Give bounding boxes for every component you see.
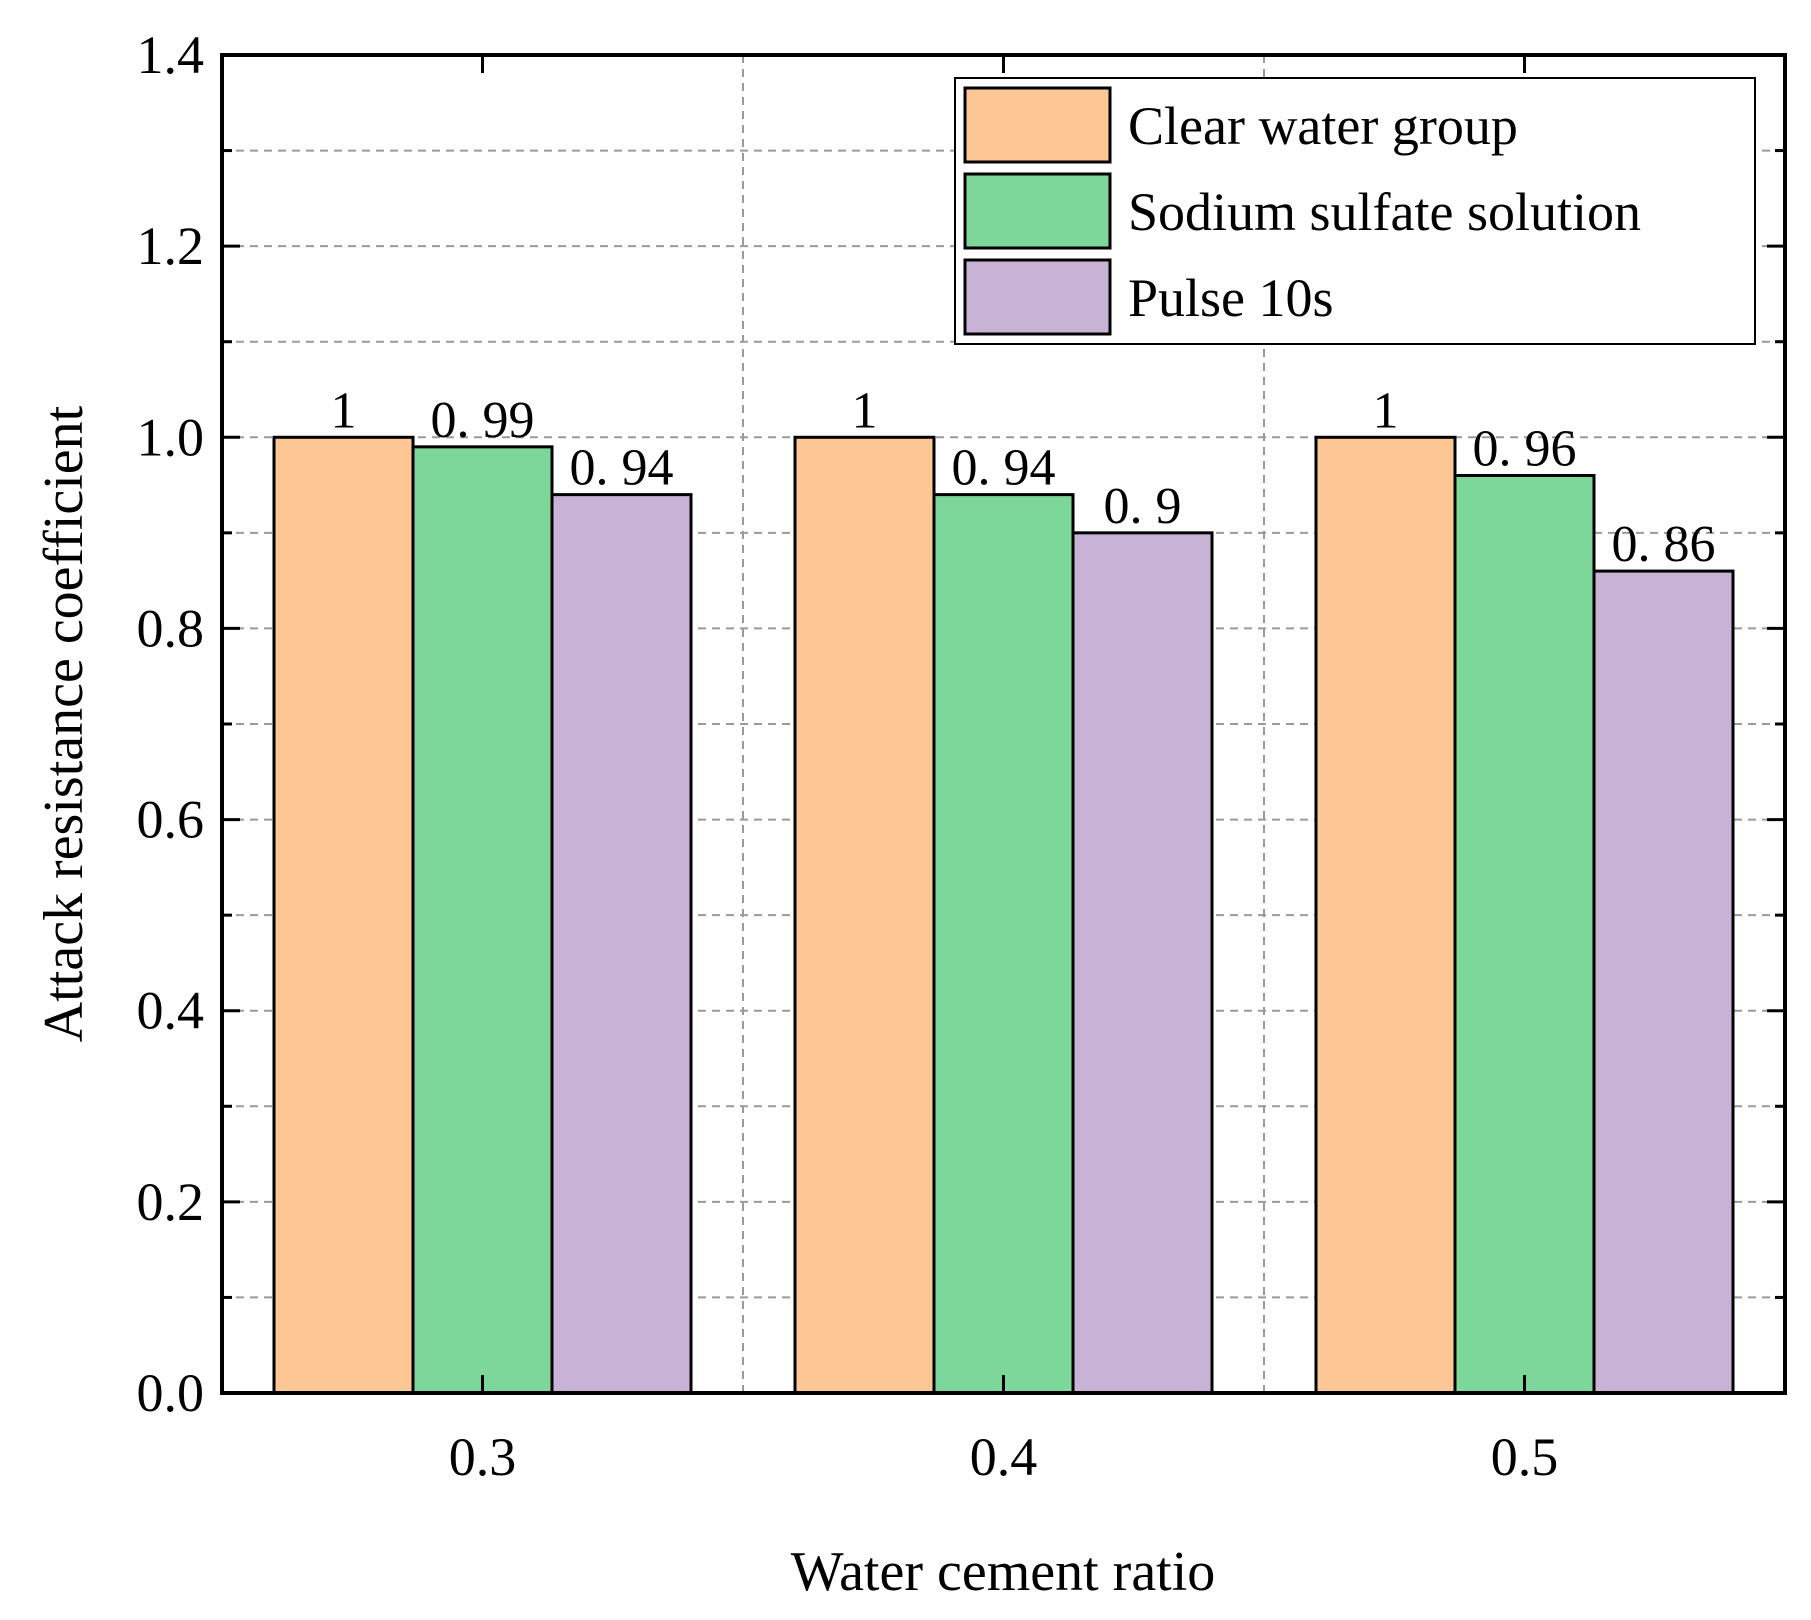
y-tick-label: 0.0	[137, 1363, 205, 1423]
y-axis-title: Attack resistance coefficient	[33, 405, 95, 1042]
axis-ticks: 0.0 0.2 0.4 0.6 0.8 1.0 1.2 1.4 0.3 0.4 0.5	[137, 25, 1785, 1487]
legend-label: Sodium sulfate solution	[1128, 182, 1641, 242]
x-tick-label: 0.3	[449, 1427, 517, 1487]
bar-sodium-sulfate-solution	[411, 445, 554, 1395]
data-label: 0. 96	[1473, 421, 1577, 478]
legend-label: Pulse 10s	[1128, 268, 1334, 328]
data-label: 0. 86	[1612, 516, 1716, 573]
bar-pulse-10s	[550, 493, 693, 1395]
data-labels: 1 0. 99 0. 94 1 0. 94 0. 9 1 0. 96 0. 86	[331, 382, 1716, 573]
y-tick-label: 0.4	[137, 981, 205, 1041]
y-tick-label: 0.8	[137, 598, 205, 658]
bar-clear-water-group	[1314, 435, 1457, 1395]
bar-clear-water-group	[272, 435, 415, 1395]
data-label: 1	[331, 382, 357, 439]
y-tick-label: 0.2	[137, 1172, 205, 1232]
y-tick-label: 1.4	[137, 25, 205, 85]
data-label: 1	[1373, 382, 1399, 439]
bar-sodium-sulfate-solution	[1453, 474, 1596, 1395]
legend-label: Clear water group	[1128, 96, 1518, 156]
data-label: 0. 99	[431, 392, 535, 449]
bars	[272, 435, 1735, 1395]
legend: Clear water group Sodium sulfate solution…	[954, 77, 1756, 345]
legend-swatch	[963, 258, 1112, 336]
x-axis-title: Water cement ratio	[791, 1541, 1216, 1603]
bar-sodium-sulfate-solution	[932, 493, 1075, 1395]
bar-clear-water-group	[793, 435, 936, 1395]
legend-swatch	[963, 86, 1112, 164]
y-tick-label: 0.6	[137, 790, 205, 850]
data-label: 0. 9	[1104, 478, 1182, 535]
bar-pulse-10s	[1071, 531, 1214, 1395]
data-label: 0. 94	[570, 440, 674, 497]
data-label: 1	[852, 382, 878, 439]
y-tick-label: 1.0	[137, 407, 205, 467]
data-label: 0. 94	[952, 440, 1056, 497]
y-tick-label: 1.2	[137, 216, 205, 276]
x-tick-label: 0.4	[970, 1427, 1038, 1487]
legend-swatch	[963, 172, 1112, 250]
bar-pulse-10s	[1592, 569, 1735, 1395]
x-tick-label: 0.5	[1491, 1427, 1559, 1487]
